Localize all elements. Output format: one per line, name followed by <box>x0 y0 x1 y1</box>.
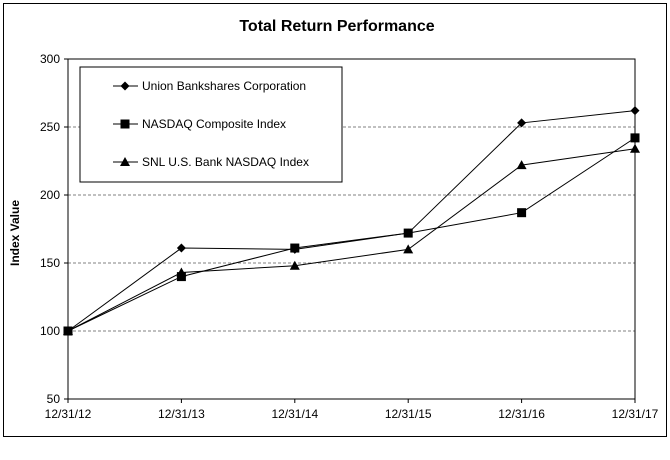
y-tick-label: 250 <box>40 120 60 134</box>
x-tick-label: 12/31/16 <box>498 407 545 421</box>
series-line-2 <box>67 137 636 332</box>
legend: Union Bankshares Corporation NASDAQ Compo… <box>79 66 343 183</box>
chart-title: Total Return Performance <box>239 18 434 35</box>
data-point-diamond <box>630 106 640 116</box>
data-point-diamond <box>176 243 186 253</box>
x-tick-label: 12/31/17 <box>612 407 659 421</box>
y-tick-label: 150 <box>40 256 60 270</box>
legend-marker-triangle <box>120 157 130 166</box>
x-tick-label: 12/31/12 <box>45 407 92 421</box>
data-point-triangle <box>516 160 527 170</box>
legend-marker-diamond <box>120 81 130 91</box>
data-point-triangle <box>176 267 187 277</box>
legend-label: Union Bankshares Corporation <box>142 79 306 93</box>
data-point-triangle <box>630 143 640 153</box>
series-lines <box>63 106 640 336</box>
data-point-triangle <box>289 260 300 270</box>
plot-area-frame <box>67 58 636 400</box>
legend-label: NASDAQ Composite Index <box>142 117 286 131</box>
data-point-triangle <box>63 326 73 335</box>
y-tick-label: 200 <box>40 188 60 202</box>
x-tick-label: 12/31/15 <box>385 407 432 421</box>
series-line-1 <box>67 110 636 332</box>
x-tick-label: 12/31/14 <box>271 407 318 421</box>
data-point-square <box>176 272 186 282</box>
legend-label: SNL U.S. Bank NASDAQ Index <box>142 155 309 169</box>
gridlines <box>68 126 635 332</box>
y-tick-label: 300 <box>40 52 60 66</box>
data-point-square <box>517 208 527 218</box>
axes: 50 100 150 200 250 300 12/31/12 12/31/13 12/31/1… <box>40 52 659 421</box>
y-axis-title: Index Value <box>8 200 22 266</box>
x-tick-label: 12/31/13 <box>158 407 205 421</box>
data-point-diamond <box>517 118 527 128</box>
legend-marker-square <box>120 119 130 129</box>
y-tick-label: 50 <box>47 392 61 406</box>
series-line-3 <box>67 148 636 332</box>
data-point-square <box>630 133 640 143</box>
y-tick-label: 100 <box>40 324 60 338</box>
data-point-triangle <box>403 244 414 254</box>
data-point-square <box>290 243 300 253</box>
data-point-square <box>403 228 413 238</box>
